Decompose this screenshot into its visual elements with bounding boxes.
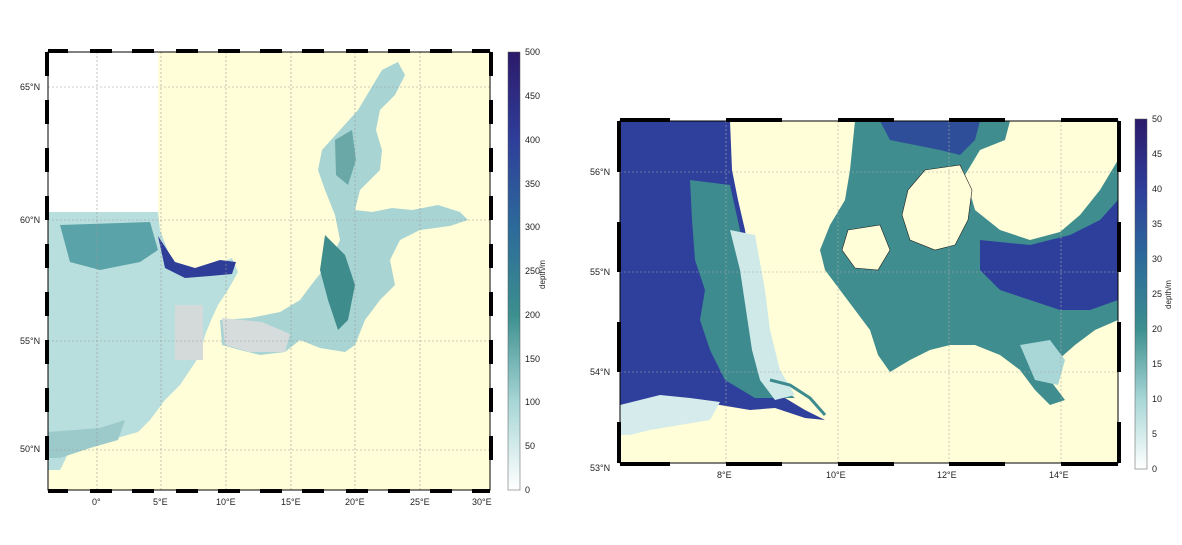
right-lon-label: 10°E [826,470,846,480]
left-lat-label: 65°N [20,82,41,92]
right-map-svg [617,118,1148,470]
left-cb-tick: 250 [525,266,541,276]
left-cb-tick: 50 [525,441,536,451]
right-cb-tick: 30 [1152,254,1163,264]
bothnian-sea-deep [335,130,356,185]
zealand-island [901,164,973,251]
left-lon-label: 5°E [153,497,168,507]
left-lat-label: 50°N [20,444,41,454]
left-cb-tick: 300 [525,222,541,232]
wadden-shallows [730,230,795,400]
left-lat-label: 60°N [20,215,41,225]
left-cb-tick: 500 [525,47,541,57]
right-cb-tick: 50 [1152,114,1163,124]
left-cb-tick: 400 [525,135,541,145]
baltic-sea-water [220,62,468,355]
kattegat-water [820,121,1118,405]
baltic-deep-basin [320,235,355,330]
left-cb-tick: 350 [525,179,541,189]
danish-straits [222,318,290,352]
bornholm-area [1020,340,1065,385]
right-cb-tick: 35 [1152,219,1163,229]
right-cb-tick: 40 [1152,184,1163,194]
right-cb-tick: 10 [1152,394,1163,404]
left-nodata-area [48,52,158,212]
norwegian-trench [158,236,236,278]
arkona-basin-deep [980,200,1118,310]
left-border-ticks [45,49,493,493]
right-lat-label: 56°N [590,167,611,177]
right-gridlines [620,121,1118,463]
left-nodata-patch [175,305,203,360]
left-lon-label: 25°E [410,497,430,507]
left-cb-tick: 150 [525,354,541,364]
left-colorbar-title: depth/m [537,260,547,289]
left-lon-label: 10°E [216,497,236,507]
right-colorbar [1134,118,1148,470]
right-lon-label: 12°E [937,470,957,480]
right-lat-label: 53°N [590,463,611,473]
left-lon-label: 15°E [281,497,301,507]
left-gridlines [48,52,490,490]
north-sea-deep [60,222,158,270]
german-bight-shelf [690,180,795,398]
english-channel [48,420,125,458]
left-cb-tick: 200 [525,310,541,320]
right-lat-label: 55°N [590,267,611,277]
left-map-svg [45,49,521,493]
right-cb-tick: 5 [1152,429,1158,439]
left-cb-tick: 100 [525,397,541,407]
left-lat-label: 55°N [20,336,41,346]
kattegat-deep [880,121,980,155]
right-map-panel: 56°N 55°N 54°N 53°N 8°E 10°E 12°E 14°E 5… [580,0,1182,545]
right-colorbar-title: depth/m [1163,280,1173,309]
right-lat-label: 54°N [590,367,611,377]
right-cb-tick: 20 [1152,324,1163,334]
left-colorbar [507,51,521,491]
right-lon-label: 14°E [1049,470,1069,480]
left-cb-tick: 0 [525,485,531,495]
funen-island [841,224,891,271]
right-cb-tick: 25 [1152,289,1163,299]
right-cb-tick: 15 [1152,359,1163,369]
right-cb-tick: 45 [1152,149,1163,159]
right-cb-tick: 0 [1152,464,1158,474]
left-cb-tick: 450 [525,91,541,101]
right-lon-label: 8°E [717,470,732,480]
south-shallows [620,395,720,435]
elbe-estuary [769,378,827,416]
left-lon-label: 0° [92,497,101,507]
left-map-panel: 65°N 60°N 55°N 50°N 0° 5°E 10°E 15°E 20°… [0,0,560,545]
left-lon-label: 20°E [345,497,365,507]
right-border-ticks [617,118,1121,466]
left-lon-label: 30°E [472,497,492,507]
